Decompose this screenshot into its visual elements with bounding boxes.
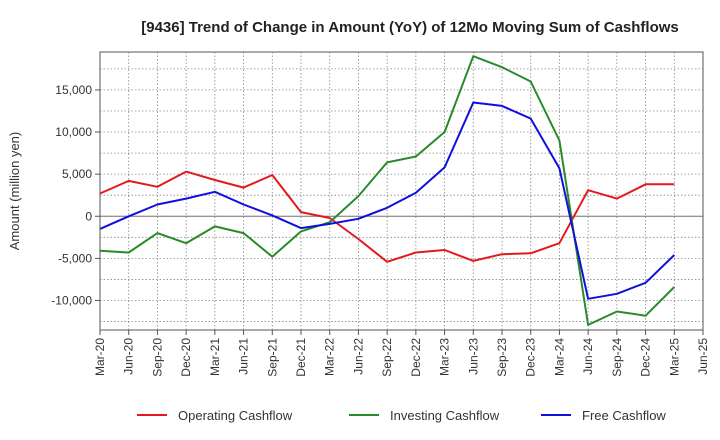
x-tick-label: Dec-20 <box>179 338 193 377</box>
x-axis: Mar-20 Jun-20 Sep-20 Dec-20 Mar-21 Jun-21 Sep-… <box>93 330 710 377</box>
legend: Operating Cashflow Investing Cashflow Free… <box>137 408 666 423</box>
y-tick-label: -10,000 <box>51 294 92 308</box>
chart-title: [9436] Trend of Change in Amount (YoY) o… <box>141 19 679 36</box>
x-tick-label: Jun-24 <box>581 338 595 375</box>
x-tick-label: Mar-20 <box>93 338 107 376</box>
x-tick-label: Mar-21 <box>208 338 222 376</box>
x-tick-label: Dec-21 <box>294 338 308 377</box>
x-tick-label: Sep-24 <box>610 338 624 377</box>
series-line <box>99 170 675 263</box>
x-tick-label: Sep-21 <box>265 338 279 377</box>
legend-label: Operating Cashflow <box>178 408 293 423</box>
series-line <box>99 55 676 326</box>
legend-label: Investing Cashflow <box>390 408 500 423</box>
x-tick-label: Dec-23 <box>524 338 538 377</box>
y-tick-label: 5,000 <box>62 167 92 181</box>
x-tick-label: Dec-24 <box>639 338 653 377</box>
x-tick-label: Dec-22 <box>409 338 423 377</box>
series-lines <box>99 55 676 326</box>
x-tick-label: Jun-25 <box>696 338 710 375</box>
legend-label: Free Cashflow <box>582 408 666 423</box>
x-tick-label: Sep-23 <box>495 338 509 377</box>
y-axis: -10,000 -5,000 0 5,000 10,000 15,000 <box>51 83 100 308</box>
x-tick-label: Mar-22 <box>323 338 337 376</box>
y-tick-label: -5,000 <box>58 251 92 265</box>
y-axis-label: Amount (million yen) <box>7 132 22 251</box>
y-tick-label: 15,000 <box>55 83 92 97</box>
x-tick-label: Sep-20 <box>150 338 164 377</box>
plot-area <box>100 52 703 330</box>
x-tick-label: Jun-21 <box>237 338 251 375</box>
plot-frame <box>99 51 704 331</box>
grid <box>99 52 704 330</box>
x-tick-label: Jun-20 <box>122 338 136 375</box>
x-tick-label: Mar-24 <box>552 338 566 376</box>
x-tick-label: Mar-23 <box>438 338 452 376</box>
x-tick-label: Jun-22 <box>351 338 365 375</box>
x-tick-label: Sep-22 <box>380 338 394 377</box>
x-tick-label: Jun-23 <box>466 338 480 375</box>
y-tick-label: 10,000 <box>55 125 92 139</box>
y-tick-label: 0 <box>85 209 92 223</box>
series-line <box>99 101 675 300</box>
x-tick-label: Mar-25 <box>667 338 681 376</box>
